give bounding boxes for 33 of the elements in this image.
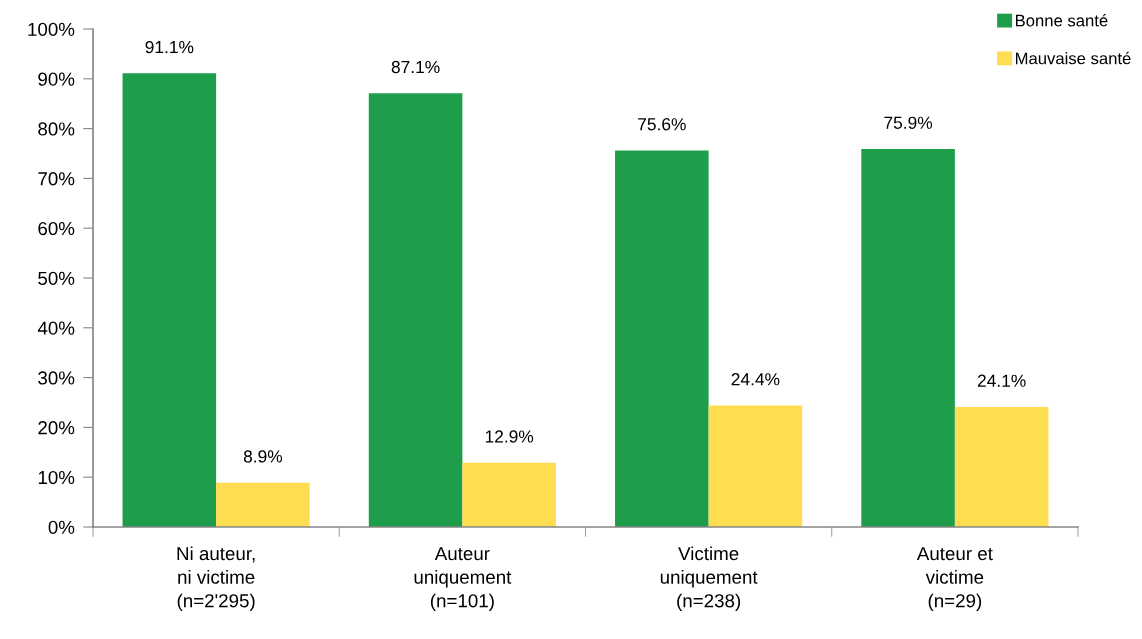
y-tick-label: 30% <box>38 371 75 385</box>
x-tick-label: Auteur uniquement (n=101) <box>414 547 512 612</box>
bar <box>216 482 310 527</box>
y-tick-label: 90% <box>38 72 75 86</box>
y-tick-label: 40% <box>37 321 75 335</box>
data-label: 24.1% <box>977 374 1026 387</box>
y-tick-label: 70% <box>38 172 75 186</box>
data-label: 24.4% <box>731 373 780 386</box>
bar <box>122 73 217 527</box>
y-tick-label: 50% <box>38 271 75 285</box>
bar <box>861 149 955 527</box>
bar <box>368 93 463 527</box>
data-label: 12.9% <box>485 430 534 443</box>
y-tick-label: 80% <box>38 122 75 136</box>
bar <box>954 406 1049 527</box>
x-tick-label: Ni auteur, ni victime (n=2'295) <box>177 546 255 612</box>
data-label: 8.9% <box>243 450 283 463</box>
bar <box>708 405 803 527</box>
data-label: 75.6% <box>638 118 686 131</box>
y-tick-label: 100% <box>28 22 75 36</box>
legend-label: Bonne santé <box>1015 14 1108 27</box>
x-tick-label: Victime uniquement (n=238) <box>660 546 758 612</box>
y-tick-label: 10% <box>38 470 75 485</box>
data-label: 91.1% <box>145 40 194 54</box>
y-tick-label: 20% <box>38 421 75 435</box>
y-tick-label: 60% <box>38 221 75 236</box>
y-tick-label: 0% <box>48 520 75 534</box>
x-tick-label: Auteur et victime (n=29) <box>916 547 993 612</box>
data-label: 87.1% <box>391 60 440 74</box>
data-label: 75.9% <box>884 116 933 129</box>
bar <box>462 462 556 527</box>
legend-label: Mauvaise santé <box>1015 51 1131 65</box>
bar <box>615 150 709 527</box>
